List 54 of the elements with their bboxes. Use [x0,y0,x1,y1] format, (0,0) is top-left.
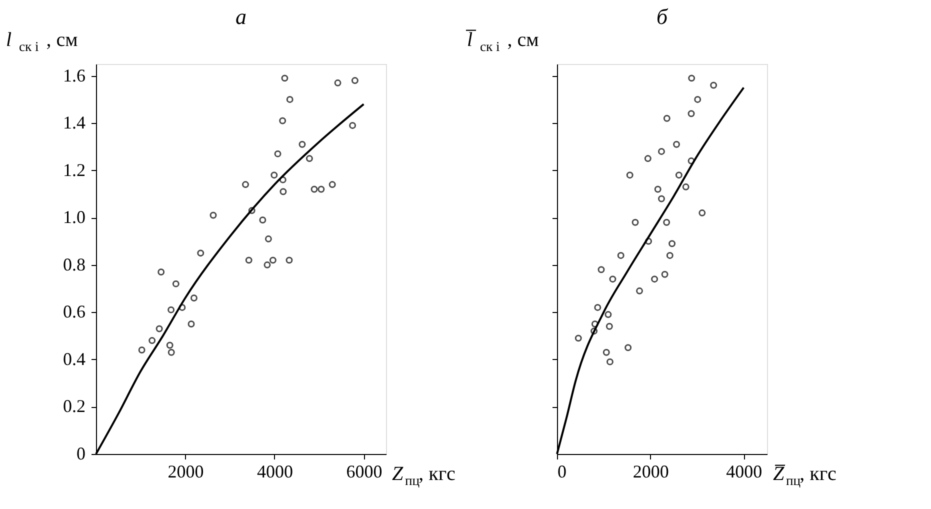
point [178,304,186,311]
chart-title: а [236,4,246,29]
point [351,77,358,84]
point [248,207,256,214]
point [148,337,156,344]
x-tick-label: 2000 [168,462,204,482]
y-tick-label: 0.4 [63,348,86,369]
y-tick-label: 0.6 [63,302,86,322]
chart-title: б [656,4,668,29]
y-tick-label: 0.2 [63,396,86,416]
y-tick-label: 0 [76,444,86,464]
x-tick-label: 6000 [346,462,382,482]
point [197,250,204,257]
point [190,294,198,302]
y-tick-label: 1.6 [63,65,86,86]
point [279,176,286,184]
point [334,79,342,86]
point [274,150,282,158]
point [245,256,252,264]
point [156,325,163,332]
point [168,348,175,356]
point [264,261,271,268]
y-tick-label: 1.4 [63,112,86,133]
x-tick-label: 0 [558,462,566,482]
point [328,181,336,188]
x-tick-label: 2000 [632,462,669,482]
point [286,96,294,103]
point [138,346,146,354]
point [280,188,287,196]
point [270,172,278,179]
y-tick-label: 0.8 [63,254,86,274]
point [172,280,180,288]
point [264,235,272,242]
point [349,122,356,129]
y-tick-label: 1.2 [63,160,86,180]
point [168,306,175,314]
point [188,320,195,328]
point [286,256,293,264]
point [298,140,306,148]
point [242,181,249,188]
point [166,342,174,349]
point [281,74,288,82]
point [306,155,313,162]
point [158,268,165,276]
point [318,186,325,193]
point [269,256,276,264]
point [210,212,217,219]
y-axis-title: l̅ск i, см [464,29,540,54]
x-tick-label: 4000 [256,462,293,482]
x-tick-label: 4000 [726,462,762,482]
point [279,117,286,124]
y-tick-label: 1.0 [63,207,86,228]
point [310,186,318,193]
point [259,216,266,224]
